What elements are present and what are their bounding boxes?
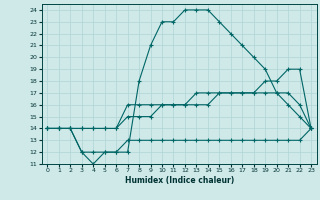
X-axis label: Humidex (Indice chaleur): Humidex (Indice chaleur) — [124, 176, 234, 185]
